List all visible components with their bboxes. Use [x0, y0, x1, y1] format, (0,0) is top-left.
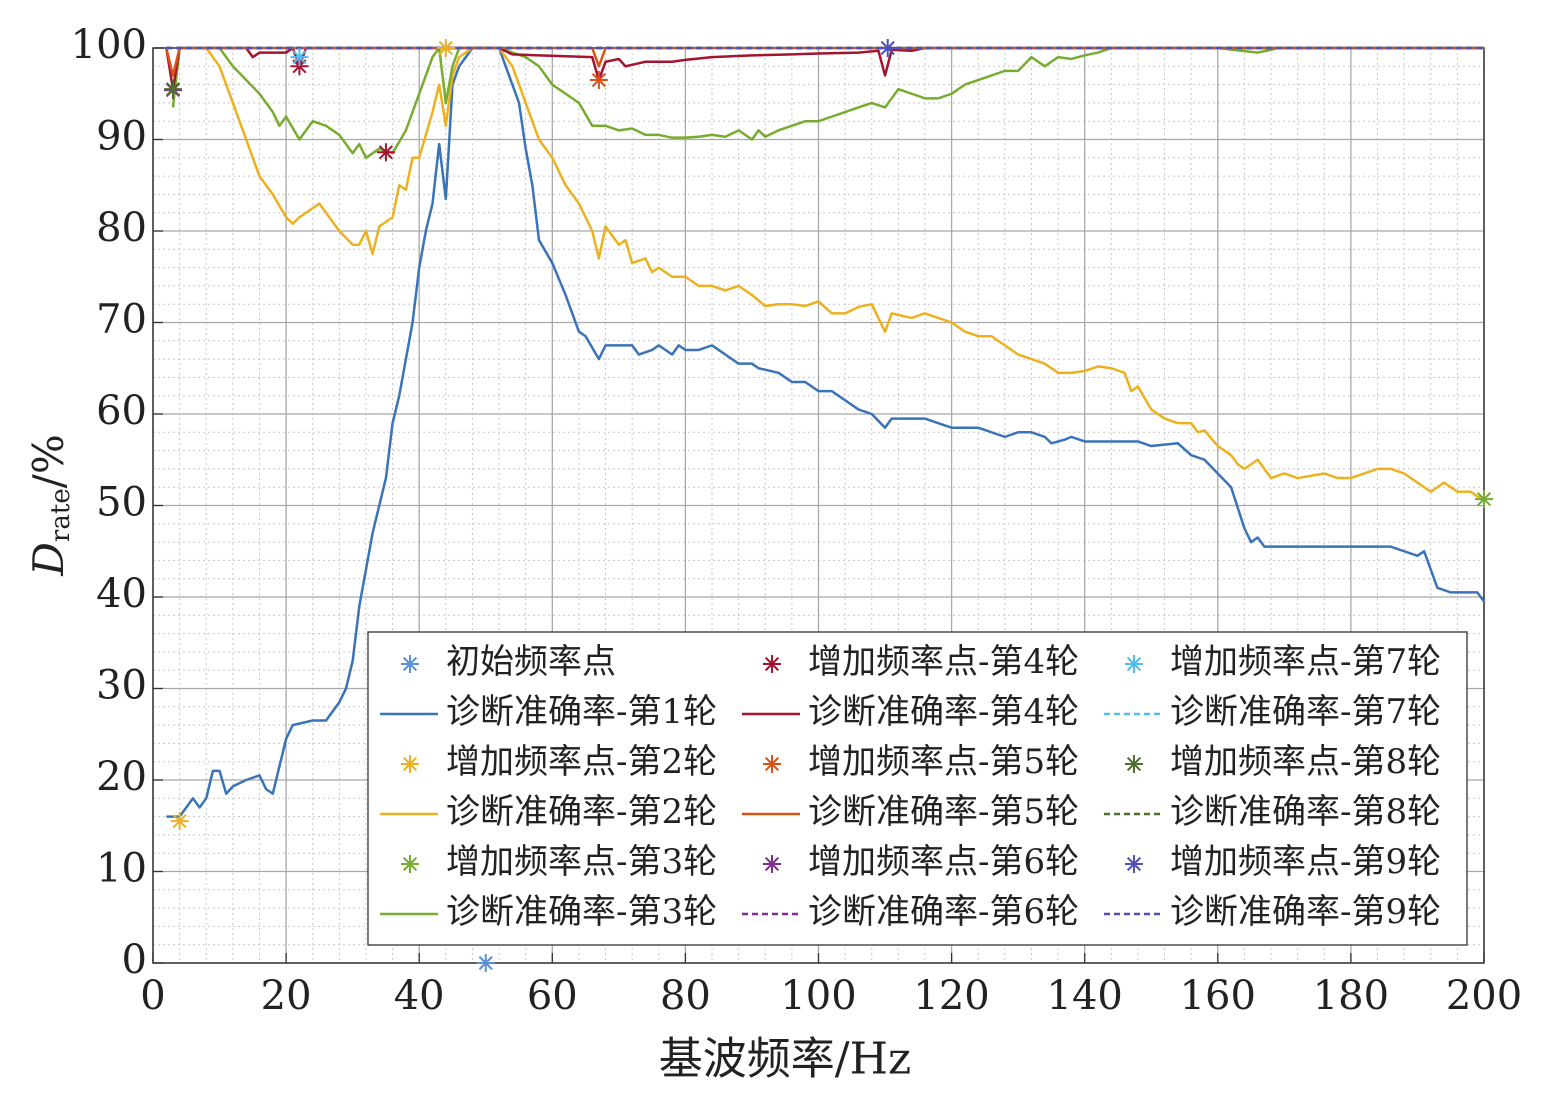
x-axis-label: 基波频率/Hz: [659, 1034, 911, 1085]
legend-label: 诊断准确率-第9轮: [1170, 892, 1441, 932]
legend-label: 初始频率点: [446, 642, 616, 682]
y-tick-label: 0: [122, 937, 147, 983]
legend-label: 增加频率点-第2轮: [446, 742, 717, 782]
series-line: [205, 46, 1485, 502]
x-tick-label: 60: [527, 973, 578, 1019]
y-tick-label: 20: [96, 754, 147, 800]
y-tick-label: 50: [96, 480, 147, 526]
legend-label: 增加频率点-第6轮: [808, 842, 1079, 882]
legend-box: [367, 631, 1468, 946]
x-tick-label: 20: [261, 973, 312, 1019]
x-tick-label: 100: [780, 973, 856, 1019]
legend-label: 增加频率点-第9轮: [1170, 842, 1441, 882]
legend-marker: [1125, 855, 1143, 873]
y-tick-label: 10: [96, 846, 147, 892]
legend-label: 诊断准确率-第4轮: [808, 692, 1079, 732]
y-label-sub: rate: [46, 488, 76, 542]
y-label-main: D: [24, 542, 73, 577]
legend-label: 诊断准确率-第1轮: [446, 692, 717, 732]
x-tick-label: 80: [660, 973, 711, 1019]
legend-label: 增加频率点-第8轮: [1170, 742, 1441, 782]
x-tick-label: 160: [1180, 973, 1256, 1019]
series-marker: [436, 39, 455, 57]
series-marker: [589, 71, 608, 90]
y-axis-label: Drate/%: [24, 434, 76, 577]
x-tick-label: 40: [394, 973, 445, 1019]
legend-label: 诊断准确率-第2轮: [446, 792, 717, 832]
y-tick-label: 30: [96, 663, 147, 709]
series-line: [171, 46, 1484, 160]
legend-marker: [401, 855, 419, 873]
legend: 初始频率点诊断准确率-第1轮增加频率点-第2轮诊断准确率-第2轮增加频率点-第3…: [367, 631, 1468, 946]
legend-marker: [1125, 755, 1143, 773]
legend-label: 增加频率点-第5轮: [808, 742, 1079, 782]
x-tick-label: 200: [1446, 973, 1522, 1019]
series-line: [166, 46, 1486, 818]
legend-label: 增加频率点-第4轮: [808, 642, 1079, 682]
x-tick-label: 140: [1047, 973, 1123, 1019]
series-marker: [1475, 490, 1493, 509]
series-marker: [170, 812, 189, 831]
legend-label: 诊断准确率-第6轮: [808, 892, 1079, 932]
y-tick-label: 60: [96, 388, 147, 434]
legend-marker: [763, 655, 781, 673]
legend-label: 诊断准确率-第3轮: [446, 892, 717, 932]
series-line: [165, 46, 1484, 91]
series-marker: [163, 80, 182, 99]
legend-marker: [1125, 655, 1143, 673]
y-tick-label: 70: [96, 297, 147, 343]
legend-label: 增加频率点-第7轮: [1170, 642, 1441, 682]
legend-label: 诊断准确率-第5轮: [808, 792, 1079, 832]
y-label-unit: /%: [24, 434, 73, 488]
series-marker: [290, 57, 309, 76]
x-tick-label: 0: [140, 973, 165, 1019]
x-tick-label: 180: [1313, 973, 1389, 1019]
series-marker: [878, 39, 897, 57]
series-marker: [290, 48, 309, 67]
legend-label: 诊断准确率-第8轮: [1170, 792, 1441, 832]
y-tick-label: 40: [96, 571, 147, 617]
x-tick-label: 120: [913, 973, 989, 1019]
y-tick-label: 100: [71, 22, 147, 68]
legend-label: 诊断准确率-第7轮: [1170, 692, 1441, 732]
legend-marker: [763, 855, 781, 873]
y-tick-label: 90: [96, 114, 147, 160]
y-tick-label: 80: [96, 205, 147, 251]
legend-marker: [401, 755, 419, 773]
series-marker: [376, 143, 395, 162]
legend-label: 增加频率点-第3轮: [446, 842, 717, 882]
series-marker: [476, 954, 495, 972]
legend-marker: [401, 655, 419, 673]
legend-marker: [763, 755, 781, 773]
